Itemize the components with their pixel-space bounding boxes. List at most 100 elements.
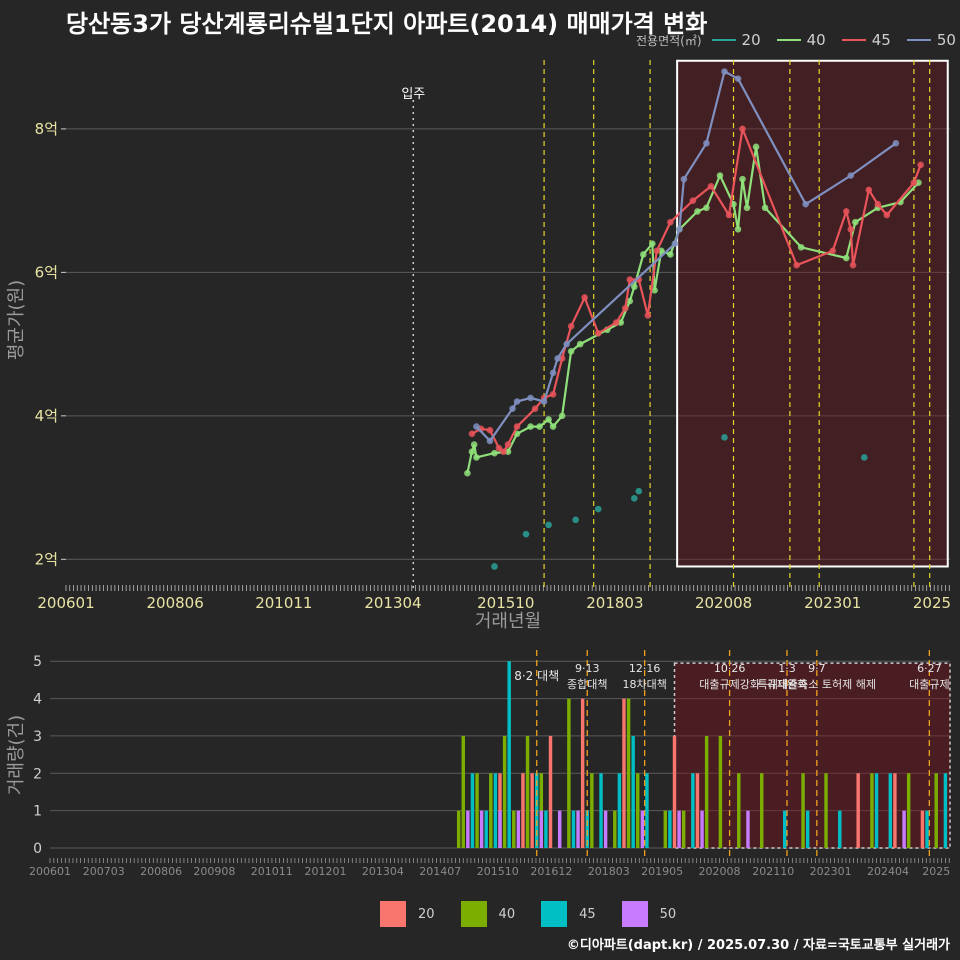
price-point-50 [540, 398, 548, 405]
volume-x-tick-label: 202008 [698, 865, 740, 878]
volume-y-tick-label: 4 [33, 692, 42, 708]
price-point-50 [527, 394, 534, 402]
price-x-tick-label: 201011 [255, 594, 312, 612]
volume-bar-40 [502, 735, 507, 848]
volume-bar-40 [704, 735, 709, 848]
price-y-tick-label: 8억 [35, 120, 58, 138]
volume-bar-40 [681, 810, 686, 848]
volume-bar-50 [640, 810, 645, 848]
price-y-tick-label: 6억 [35, 263, 58, 281]
volume-x-tick-label: 202110 [752, 865, 794, 878]
legend-swatch-20 [711, 39, 736, 41]
price-point-40 [626, 297, 634, 305]
price-point-45 [626, 276, 634, 283]
price-point-40 [752, 143, 760, 151]
price-point-40 [658, 247, 665, 255]
volume-bar-20 [893, 773, 897, 848]
price-point-40 [734, 226, 742, 233]
legend-label-40: 40 [806, 31, 826, 49]
price-point-40 [651, 287, 658, 294]
price-point-45 [842, 208, 850, 215]
price-point-50 [554, 355, 561, 362]
volume-bar-20 [695, 773, 700, 848]
volume-bar-40 [567, 698, 571, 848]
legend-swatch-50 [906, 39, 931, 41]
event-label-date: 10·26 [714, 662, 746, 675]
volume-bar-45 [631, 735, 635, 848]
volume-bar-40 [456, 810, 461, 848]
volume-bar-40 [590, 773, 594, 848]
price-x-tick-label: 202301 [804, 594, 861, 612]
price-point-45 [865, 186, 873, 194]
volume-bar-45 [617, 773, 622, 848]
volume-x-tick-label: 200601 [29, 865, 71, 878]
price-point-20 [545, 521, 552, 529]
move-in-label: 입주 [401, 87, 425, 102]
volume-bar-50 [746, 810, 750, 848]
legend-swatch-40 [776, 39, 801, 41]
legend-swatch-45 [841, 39, 866, 41]
price-point-50 [486, 437, 494, 445]
volume-bar-50 [576, 810, 580, 848]
volume-bar-40 [461, 735, 465, 848]
legend-label-45: 45 [871, 31, 891, 49]
volume-bar-20 [622, 698, 626, 848]
price-point-50 [513, 398, 521, 405]
volume-x-tick-label: 202404 [867, 865, 909, 878]
price-y-tick-label: 4억 [35, 407, 58, 425]
volume-bar-40 [512, 810, 516, 848]
volume-bar-45 [507, 661, 511, 848]
legend-label-50: 50 [936, 31, 956, 49]
volume-legend-label-40: 40 [498, 906, 516, 922]
price-point-40 [649, 240, 656, 247]
volume-bar-50 [479, 810, 484, 848]
volume-bar-50 [466, 810, 470, 848]
price-point-45 [621, 304, 629, 312]
price-point-45 [644, 312, 652, 319]
volume-x-tick-label: 2025 [922, 865, 950, 878]
price-point-45 [486, 426, 494, 434]
event-label-date: 9·13 [575, 662, 600, 675]
volume-bar-40 [525, 735, 530, 848]
volume-x-tick-label: 201407 [419, 865, 461, 878]
price-point-50 [509, 405, 516, 412]
volume-legend-label-50: 50 [659, 906, 677, 922]
price-point-45 [739, 125, 746, 133]
volume-legend-label-45: 45 [579, 906, 596, 922]
volume-x-tick-label: 200908 [193, 865, 235, 878]
volume-x-tick-label: 202301 [810, 865, 852, 878]
price-point-45 [667, 218, 674, 226]
price-point-40 [464, 469, 471, 477]
volume-x-tick-label: 200806 [140, 865, 182, 878]
volume-bar-45 [888, 773, 893, 848]
price-point-40 [743, 204, 751, 212]
volume-bar-45 [585, 810, 589, 848]
volume-bar-45 [544, 810, 548, 848]
price-point-40 [527, 423, 534, 430]
event-label-name: 종합대책 [567, 678, 607, 691]
volume-legend-label-20: 20 [418, 906, 435, 922]
volume-bar-45 [943, 773, 948, 848]
price-point-40 [567, 347, 575, 355]
volume-bar-50 [700, 810, 704, 848]
volume-bar-40 [613, 810, 617, 848]
volume-x-tick-label: 201803 [588, 865, 630, 878]
price-point-40 [491, 449, 498, 457]
price-point-40 [851, 218, 859, 226]
volume-x-tick-label: 200703 [83, 865, 125, 878]
price-point-20 [491, 563, 498, 570]
price-point-45 [847, 226, 855, 233]
price-point-50 [563, 340, 570, 348]
volume-bar-50 [902, 810, 906, 848]
volume-x-tick-label: 201304 [362, 865, 404, 878]
event-label-date: 9·7 [808, 662, 826, 675]
volume-bar-50 [498, 810, 502, 848]
volume-x-tick-label: 201201 [305, 865, 347, 878]
volume-bar-40 [906, 773, 911, 848]
price-point-40 [694, 208, 701, 215]
volume-bar-45 [571, 810, 576, 848]
price-x-tick-label: 201304 [364, 594, 421, 612]
volume-bar-40 [870, 773, 874, 848]
volume-bar-50 [539, 810, 544, 848]
